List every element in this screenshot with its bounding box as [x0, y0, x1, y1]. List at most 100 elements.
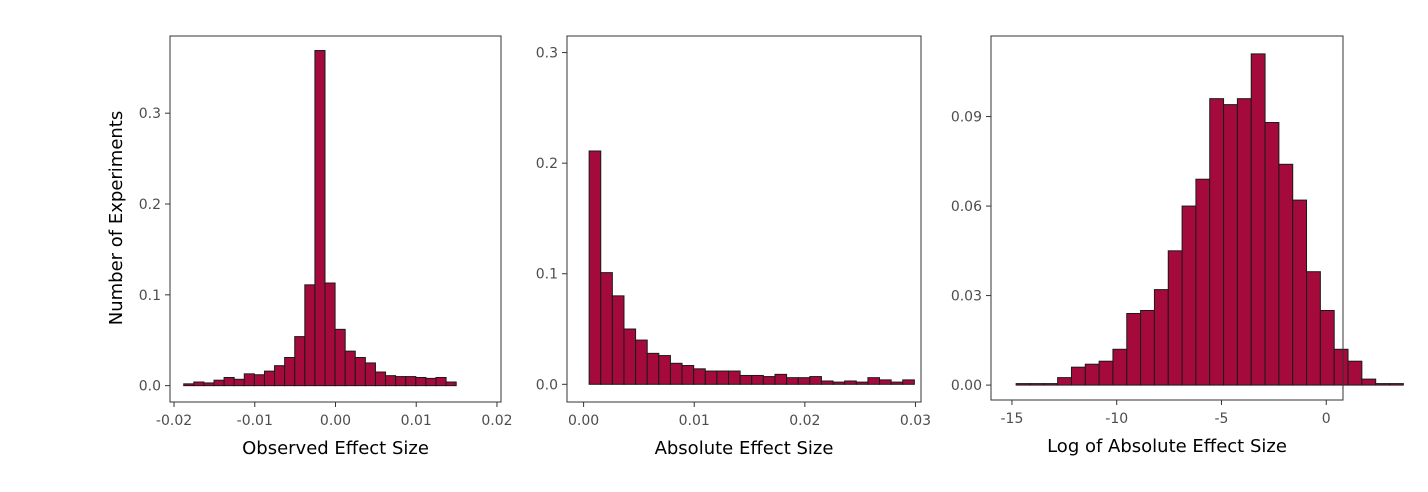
histogram-bar: [294, 336, 306, 387]
panel-log-absolute-effect: 0.00 0.03 0.06 0.09 -15 -10 -5 0 Log of Absolute…: [951, 35, 1404, 457]
histogram-bar: [1029, 383, 1045, 386]
x-tick-label: 0: [1322, 411, 1331, 427]
histogram-bar: [1057, 377, 1072, 386]
histogram-bar: [820, 380, 834, 385]
histogram-bar: [646, 352, 660, 385]
y-tick-label: 0.0: [536, 377, 558, 393]
histogram-bar: [832, 381, 846, 385]
histogram-bar: [1167, 250, 1183, 386]
histogram-bar: [1070, 366, 1086, 386]
histogram-bar: [284, 357, 296, 387]
x-tick-label: 0.00: [568, 413, 599, 429]
histogram-bar: [1153, 289, 1169, 386]
y-tick-label: 0.3: [139, 106, 161, 122]
x-axis-title: Absolute Effect Size: [655, 438, 834, 459]
histogram-bar: [425, 377, 437, 387]
x-tick-label: 0.01: [401, 413, 432, 429]
x-tick-label: 0.02: [481, 413, 512, 429]
histogram-bar: [193, 381, 205, 387]
y-tick-label: 0.1: [139, 288, 161, 304]
histogram-bar: [1250, 53, 1266, 386]
histogram-bar: [1236, 98, 1252, 386]
x-axis-title: Observed Effect Size: [242, 438, 429, 459]
histogram-bar: [693, 368, 706, 385]
x-tick-label: -0.02: [156, 413, 192, 429]
plot-frame: [990, 35, 1344, 401]
y-tick-label: 0.00: [951, 378, 982, 394]
histogram-bar: [374, 371, 387, 387]
x-tick-label: 0.03: [900, 413, 931, 429]
histogram-bar: [445, 381, 457, 387]
histogram-bar: [739, 374, 753, 385]
histogram-bar: [203, 382, 215, 387]
histogram-bar: [762, 376, 776, 385]
y-tick-label: 0.03: [951, 289, 982, 305]
histogram-bar: [213, 379, 225, 387]
histogram-bar: [1043, 383, 1059, 386]
histogram-bar: [797, 377, 811, 385]
histogram-bar: [233, 378, 245, 387]
histogram-bar: [1264, 122, 1280, 386]
histogram-bar: [274, 365, 286, 387]
histogram-bar: [1209, 98, 1225, 386]
histogram-bar: [855, 381, 869, 385]
histogram-bar: [243, 373, 255, 387]
histogram-bar: [405, 376, 417, 387]
histogram-bar: [786, 377, 799, 385]
histogram-bar: [385, 375, 397, 387]
panel-observed-effect: 0.0 0.1 0.2 0.3 -0.02 -0.01 0.00 0.01 0.02 Observ…: [139, 35, 513, 459]
histogram-bar: [879, 379, 892, 385]
x-tick-label: 0.01: [679, 413, 710, 429]
y-tick-label: 0.0: [139, 379, 161, 395]
histogram-bar: [611, 295, 625, 385]
histogram-bar: [395, 376, 407, 387]
panel-absolute-effect: 0.0 0.1 0.2 0.3 0.00 0.01 0.02 0.03 Absolute Eff…: [536, 35, 931, 459]
y-tick-label: 0.2: [536, 156, 558, 172]
histogram-bar: [1389, 383, 1404, 386]
histogram-bar: [183, 383, 195, 387]
histogram-bar: [704, 370, 718, 385]
histogram-bar: [844, 380, 857, 385]
histogram-bar: [1195, 178, 1211, 386]
histogram-bar: [1084, 363, 1100, 386]
x-tick-label: 0.00: [320, 413, 351, 429]
histogram-bar: [344, 350, 356, 387]
histogram-bar: [669, 362, 683, 385]
histogram-bar: [334, 328, 346, 387]
histogram-bar: [1112, 348, 1128, 386]
histogram-bar: [1278, 163, 1294, 386]
x-tick-label: -5: [1214, 411, 1228, 427]
histogram-bar: [324, 282, 336, 387]
histogram-bar: [1306, 271, 1321, 386]
histogram-bar: [304, 284, 316, 387]
histogram-bar: [1223, 104, 1238, 386]
histogram-bar: [435, 376, 447, 387]
y-axis-title: Number of Experiments: [106, 111, 127, 325]
y-tick-label: 0.3: [536, 46, 558, 62]
histogram-bar: [1181, 205, 1197, 386]
histogram-bar: [751, 374, 764, 385]
x-tick-label: -0.01: [237, 413, 273, 429]
histogram-bar: [1333, 348, 1349, 386]
histogram-bar: [1375, 383, 1391, 386]
histogram-bar: [1015, 383, 1031, 386]
histogram-bar: [890, 381, 904, 385]
y-tick-label: 0.2: [139, 197, 161, 213]
histogram-bar: [1126, 312, 1142, 386]
x-tick-label: -10: [1105, 411, 1128, 427]
histogram-bar: [1347, 360, 1363, 386]
histogram-bar: [588, 150, 602, 385]
x-axis-title: Log of Absolute Effect Size: [1047, 436, 1287, 457]
histogram-bar: [1292, 199, 1308, 386]
histogram-bar: [658, 355, 671, 385]
histogram-bar: [1098, 360, 1114, 386]
histogram-bar: [716, 370, 730, 385]
histogram-bar: [902, 379, 915, 385]
y-tick-label: 0.1: [536, 267, 558, 283]
histogram-bar: [1361, 378, 1377, 386]
histogram-bar: [681, 365, 695, 385]
plot-frame: [566, 35, 922, 403]
histogram-bar: [635, 339, 648, 385]
histogram-bar: [1140, 309, 1155, 386]
